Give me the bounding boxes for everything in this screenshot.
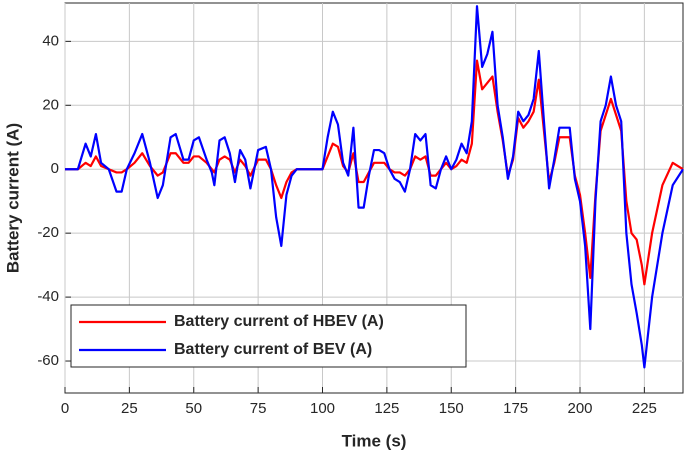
y-tick-label: -40 — [37, 288, 59, 305]
y-tick-label: 20 — [42, 96, 59, 113]
x-axis-label: Time (s) — [342, 431, 407, 450]
x-tick-label: 150 — [439, 400, 464, 417]
y-tick-label: -60 — [37, 352, 59, 369]
legend-label: Battery current of BEV (A) — [174, 341, 372, 358]
x-tick-label: 50 — [185, 400, 202, 417]
x-tick-label: 25 — [121, 400, 138, 417]
y-tick-label: 0 — [51, 160, 59, 177]
x-tick-label: 225 — [632, 400, 657, 417]
legend-label: Battery current of HBEV (A) — [174, 313, 384, 330]
x-tick-label: 0 — [61, 400, 69, 417]
y-axis-label: Battery current (A) — [3, 123, 22, 273]
x-tick-label: 125 — [374, 400, 399, 417]
legend-box — [70, 304, 467, 368]
x-tick-label: 100 — [310, 400, 335, 417]
y-tick-label: 40 — [42, 32, 59, 49]
x-tick-label: 175 — [503, 400, 528, 417]
y-tick-label: -20 — [37, 224, 59, 241]
series-line — [65, 5, 684, 369]
x-tick-label: 200 — [567, 400, 592, 417]
x-tick-label: 75 — [250, 400, 267, 417]
